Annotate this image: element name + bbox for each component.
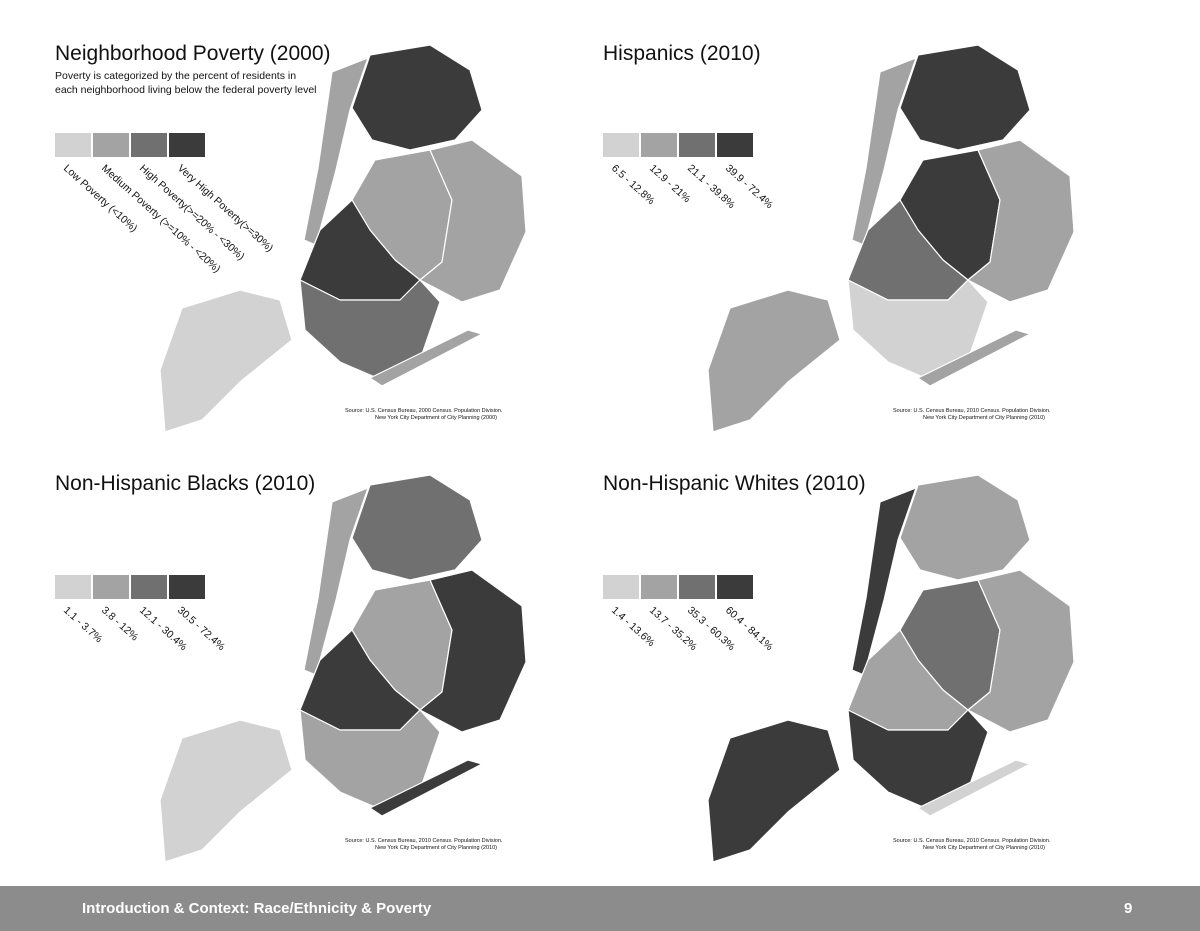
legend-swatch [93, 133, 129, 157]
legend-swatch [131, 575, 167, 599]
map [159, 474, 527, 863]
source-note: New York City Department of City Plannin… [923, 415, 1045, 421]
legend-swatch [55, 575, 91, 599]
map-region [369, 329, 483, 387]
map [707, 474, 1075, 863]
map-region [419, 569, 527, 733]
footer-title: Introduction & Context: Race/Ethnicity &… [82, 900, 432, 917]
map [707, 44, 1075, 433]
panels: Neighborhood Poverty (2000) Poverty is ca… [55, 42, 1075, 863]
legend-swatch [679, 575, 715, 599]
map-region [847, 279, 989, 381]
panel-title: Non-Hispanic Whites (2010) [603, 472, 866, 495]
map-region [899, 44, 1031, 151]
legend-swatch [93, 575, 129, 599]
legend-swatch [641, 133, 677, 157]
panel-title: Hispanics (2010) [603, 42, 761, 65]
map-region [369, 759, 483, 817]
legend-swatch [169, 575, 205, 599]
source-note: New York City Department of City Plannin… [375, 845, 497, 851]
legend-swatch [55, 133, 91, 157]
map-region [419, 139, 527, 303]
map-region [303, 487, 369, 676]
panel-subtitle: each neighborhood living below the feder… [55, 84, 317, 96]
map-region [967, 569, 1075, 733]
legend-swatch [603, 575, 639, 599]
panel-subtitle: Poverty is categorized by the percent of… [55, 70, 296, 82]
map-region [351, 44, 483, 151]
map-region [899, 474, 1031, 581]
map-region [847, 709, 989, 811]
legend-swatch [603, 133, 639, 157]
legend-swatch [641, 575, 677, 599]
source-note: Source: U.S. Census Bureau, 2010 Census.… [893, 408, 1051, 414]
map-region [707, 719, 841, 863]
map-region [351, 474, 483, 581]
legend-swatch [679, 133, 715, 157]
map-region [851, 487, 917, 676]
map-region [851, 57, 917, 246]
legend-swatch [717, 133, 753, 157]
map-region [299, 709, 441, 811]
legend-swatch [131, 133, 167, 157]
map-region [303, 57, 369, 246]
map-region [159, 719, 293, 863]
legend-swatch [717, 575, 753, 599]
panel-title: Non-Hispanic Blacks (2010) [55, 472, 315, 495]
map [159, 44, 527, 433]
source-note: New York City Department of City Plannin… [375, 415, 497, 421]
map-region [917, 329, 1031, 387]
panel-title: Neighborhood Poverty (2000) [55, 42, 331, 65]
source-note: Source: U.S. Census Bureau, 2010 Census.… [345, 838, 503, 844]
map-region [917, 759, 1031, 817]
source-note: Source: U.S. Census Bureau, 2000 Census.… [345, 408, 503, 414]
page-number: 9 [1124, 900, 1132, 917]
footer-bar [0, 886, 1200, 931]
source-note: Source: U.S. Census Bureau, 2010 Census.… [893, 838, 1051, 844]
map-region [707, 289, 841, 433]
legend-swatch [169, 133, 205, 157]
map-region [299, 279, 441, 381]
map-region [967, 139, 1075, 303]
source-note: New York City Department of City Plannin… [923, 845, 1045, 851]
map-region [159, 289, 293, 433]
